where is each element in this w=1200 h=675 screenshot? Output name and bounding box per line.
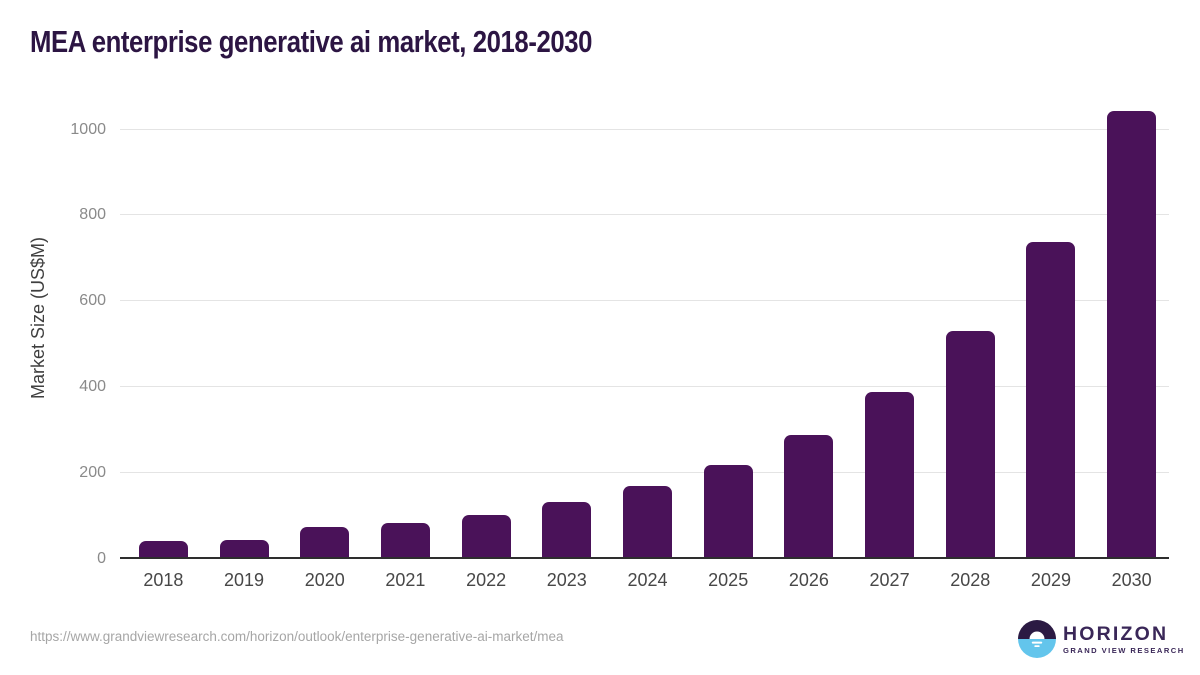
horizon-sun-icon: [1018, 620, 1056, 658]
gridline-400: [120, 386, 1169, 388]
x-tick-label-2029: 2029: [1030, 570, 1071, 590]
x-tick-label-2021: 2021: [385, 570, 426, 590]
logo-text: HORIZON GRAND VIEW RESEARCH: [1063, 624, 1185, 655]
bar-2018: [138, 541, 188, 559]
gridline-1000: [120, 128, 1169, 130]
bar-2030: [1107, 111, 1157, 559]
source-url: https://www.grandviewresearch.com/horizo…: [30, 629, 564, 644]
logo-wordmark: HORIZON: [1063, 622, 1169, 645]
bar-2027: [865, 391, 915, 559]
plot-area: [120, 96, 1169, 559]
y-tick-label-400: 400: [79, 378, 106, 396]
bar-2026: [784, 435, 834, 559]
bar-2024: [623, 486, 672, 559]
gridline-200: [120, 472, 1169, 474]
x-tick-label-2025: 2025: [708, 570, 749, 590]
x-tick-label-2022: 2022: [466, 570, 507, 590]
bar-2019: [219, 540, 269, 559]
x-axis-line: [120, 557, 1169, 559]
horizon-logo: HORIZON GRAND VIEW RESEARCH: [1018, 620, 1185, 658]
x-tick-label-2019: 2019: [224, 570, 265, 590]
bar-2028: [945, 330, 995, 559]
x-axis-labels: 2018 2019 2020 2021 2022 2023 2024 2025 2026 2027…: [120, 570, 1169, 596]
y-axis-ticks: 0 200 400 600 800 1000: [0, 96, 106, 567]
bar-2029: [1026, 242, 1076, 559]
bar-2021: [380, 523, 430, 559]
chart-title: MEA enterprise generative ai market, 201…: [30, 24, 593, 59]
y-tick-label-800: 800: [79, 206, 106, 224]
gridline-800: [120, 214, 1169, 216]
y-tick-label-200: 200: [79, 464, 106, 482]
gridline-600: [120, 300, 1169, 302]
bar-2023: [542, 502, 592, 559]
x-tick-label-2023: 2023: [546, 570, 587, 590]
y-tick-label-0: 0: [97, 550, 106, 567]
x-tick-label-2024: 2024: [627, 570, 668, 590]
y-tick-label-1000: 1000: [70, 120, 106, 138]
y-tick-label-600: 600: [79, 292, 106, 310]
bar-2025: [703, 465, 753, 559]
x-tick-label-2027: 2027: [869, 570, 910, 590]
bar-2022: [461, 514, 511, 559]
x-tick-label-2026: 2026: [788, 570, 829, 590]
logo-subtitle: GRAND VIEW RESEARCH: [1063, 645, 1185, 655]
x-tick-label-2020: 2020: [304, 570, 345, 590]
bar-2020: [300, 526, 350, 559]
x-tick-label-2030: 2030: [1111, 570, 1152, 590]
x-tick-label-2018: 2018: [143, 570, 184, 590]
x-tick-label-2028: 2028: [950, 570, 991, 590]
